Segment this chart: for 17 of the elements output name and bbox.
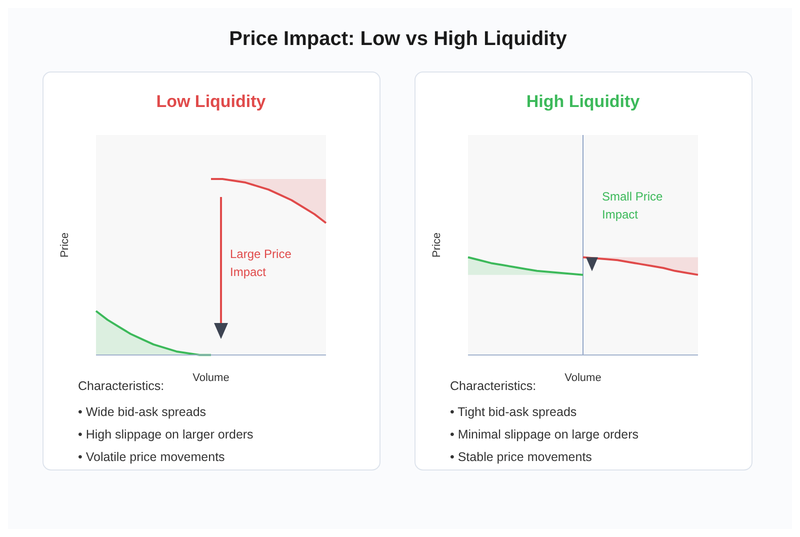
text: • High slippage on larger orders bbox=[78, 428, 254, 442]
x-axis-title: Volume bbox=[192, 372, 230, 384]
y-axis-title: Price bbox=[431, 232, 443, 258]
text: Characteristics: bbox=[450, 379, 536, 393]
text: Small Price Impact bbox=[602, 190, 664, 222]
x-axis-title: Volume bbox=[564, 372, 602, 384]
text: • Tight bid-ask spreads bbox=[450, 405, 577, 419]
text: • Stable price movements bbox=[450, 450, 592, 464]
chart-subtitle: High Liquidity bbox=[526, 92, 640, 111]
text: • Minimal slippage on large orders bbox=[450, 428, 638, 442]
text: • Volatile price movements bbox=[78, 450, 225, 464]
text: Characteristics: bbox=[78, 379, 164, 393]
text: • Wide bid-ask spreads bbox=[78, 405, 206, 419]
annotation: Large Price Impact bbox=[230, 247, 292, 280]
text: Price Impact: Low vs High Liquidity bbox=[229, 28, 568, 50]
y-axis-title: Price bbox=[59, 232, 71, 258]
chart-subtitle: Low Liquidity bbox=[156, 92, 266, 111]
